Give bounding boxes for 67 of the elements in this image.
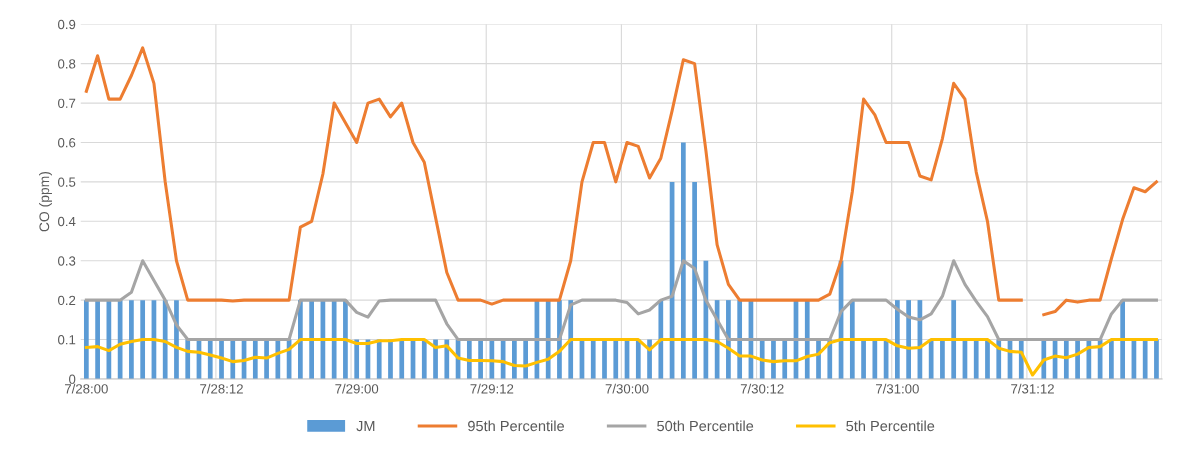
- bar: [996, 339, 1002, 379]
- bar: [861, 339, 866, 379]
- y-tick-label: 0.8: [58, 59, 76, 69]
- bar: [658, 300, 664, 379]
- bar: [680, 142, 686, 379]
- bar: [489, 339, 495, 379]
- bar: [647, 339, 652, 379]
- bar: [331, 300, 337, 379]
- bar: [928, 339, 934, 379]
- bar: [230, 339, 236, 379]
- bar: [940, 339, 945, 379]
- bar: [376, 339, 382, 379]
- legend-label: 95th Percentile: [468, 420, 565, 432]
- y-tick-label: 0.7: [58, 98, 76, 108]
- x-tick-label: 7/30:00: [605, 383, 649, 394]
- bar: [388, 339, 393, 379]
- x-tick-label: 7/28:12: [200, 383, 243, 394]
- y-tick-label: 0.5: [58, 177, 76, 187]
- y-tick-label: 0.3: [58, 256, 76, 266]
- bar: [951, 300, 957, 379]
- y-tick-label: 0.6: [58, 138, 76, 148]
- bar: [478, 339, 483, 379]
- bar: [985, 339, 990, 379]
- bar: [399, 339, 405, 379]
- bar: [117, 300, 123, 379]
- line-series: [84, 259, 1158, 342]
- x-tick-label: 7/29:12: [470, 383, 514, 394]
- bar: [421, 339, 427, 379]
- y-tick-label: 0.9: [58, 19, 76, 30]
- bar: [692, 181, 697, 379]
- y-tick-label: 0: [69, 374, 76, 384]
- bar: [1142, 339, 1148, 379]
- y-tick-label: 0.2: [58, 295, 76, 306]
- bar: [162, 300, 168, 379]
- bar: [95, 300, 100, 379]
- x-tick-label: 7/31:12: [1011, 383, 1054, 394]
- y-tick-label: 0.4: [58, 216, 76, 227]
- bar: [309, 300, 314, 379]
- x-tick-label: 7/30:12: [740, 383, 784, 394]
- bar: [129, 300, 134, 379]
- bar: [523, 339, 529, 379]
- bar: [973, 339, 979, 379]
- legend-label: 50th Percentile: [657, 420, 754, 432]
- bar: [140, 300, 146, 379]
- bar: [849, 300, 855, 379]
- bar: [602, 339, 607, 379]
- bar: [343, 300, 348, 379]
- bar: [185, 339, 191, 379]
- bar: [590, 339, 596, 379]
- x-tick-label: 7/31:00: [876, 383, 919, 394]
- y-tick-label: 0.1: [58, 335, 76, 345]
- bar: [906, 300, 911, 379]
- bar: [433, 339, 438, 379]
- y-axis-title: CO (ppm): [39, 171, 52, 232]
- x-tick-label: 7/28:00: [65, 383, 108, 394]
- legend-label: JM: [356, 420, 375, 432]
- bar: [1154, 339, 1159, 379]
- bar: [83, 300, 89, 379]
- bar: [613, 339, 619, 379]
- x-tick-label: 7/29:00: [335, 383, 379, 394]
- bar: [1120, 300, 1126, 379]
- bar: [635, 339, 641, 379]
- legend-label: 5th Percentile: [846, 420, 935, 432]
- line-series: [84, 338, 1158, 377]
- bar: [895, 300, 900, 379]
- bar: [872, 339, 878, 379]
- bar: [1109, 339, 1114, 379]
